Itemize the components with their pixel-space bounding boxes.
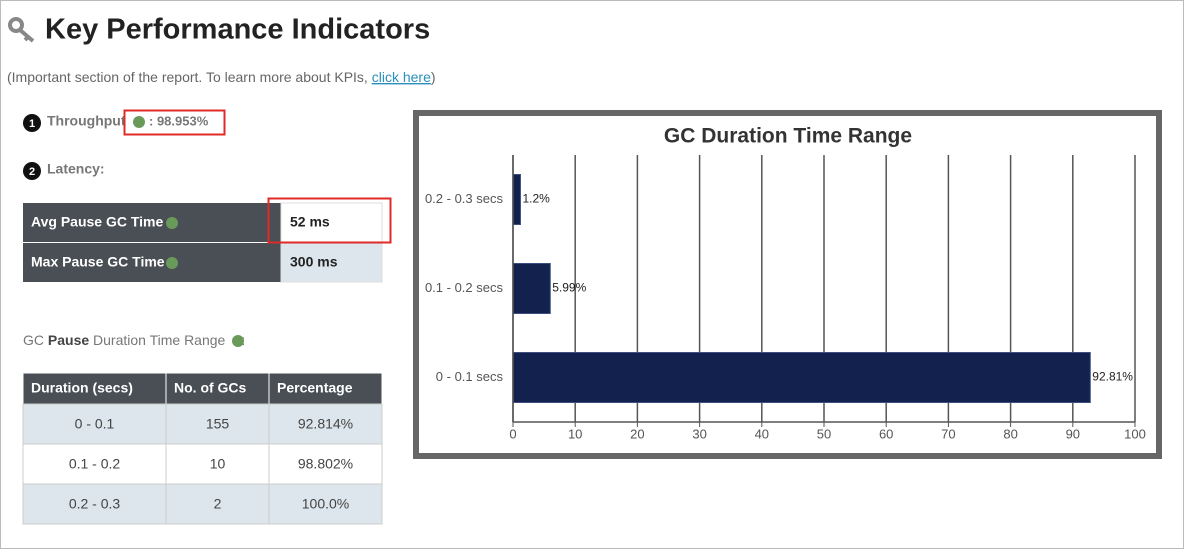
row-label: Avg Pause GC Time xyxy=(31,214,163,230)
value-label: 92.81% xyxy=(1092,370,1133,384)
column-title: Percentage xyxy=(277,380,353,396)
step-badge xyxy=(23,114,41,132)
cell-text: 0 - 0.1 xyxy=(75,416,115,432)
cell-text: 98.802% xyxy=(298,456,353,472)
page-title: Key Performance Indicators xyxy=(45,14,430,46)
key-icon xyxy=(8,17,35,43)
highlight-box xyxy=(267,197,392,244)
intro: (Important section of the report. To lea… xyxy=(7,69,436,85)
chart: 0 10 20 30 40 50 60 70 80 90 100 0.2 - 0.3 secs 1.2%… xyxy=(425,155,1146,441)
header-cell xyxy=(23,243,281,282)
table-cell xyxy=(165,443,270,485)
x-tick-label: 30 xyxy=(692,426,706,441)
cell-text: 92.814% xyxy=(298,416,353,432)
table-cell xyxy=(268,443,383,485)
intro-end: ) xyxy=(431,69,436,85)
help-icon xyxy=(166,217,178,229)
column-header xyxy=(268,372,383,405)
row-label: Max Pause GC Time xyxy=(31,254,165,270)
cell-text: 155 xyxy=(206,416,230,432)
x-tick-label: 0 xyxy=(509,426,516,441)
x-tick-label: 10 xyxy=(568,426,582,441)
bar xyxy=(512,174,521,225)
row-value: 52 ms xyxy=(290,214,330,230)
column-title: No. of GCs xyxy=(174,380,247,396)
table-cell xyxy=(268,483,383,525)
cell-text: 2 xyxy=(214,496,222,512)
help-icon[interactable] xyxy=(133,116,145,128)
x-tick-label: 60 xyxy=(879,426,893,441)
throughput-label: Throughput xyxy=(47,113,126,129)
chart-title: GC Duration Time Range xyxy=(664,125,912,148)
highlight-box xyxy=(123,109,226,136)
table-cell xyxy=(22,483,167,525)
kpi-link[interactable]: click here xyxy=(372,69,431,85)
step-badge xyxy=(23,162,41,180)
caption-part: GC xyxy=(23,332,44,348)
cell-text: 100.0% xyxy=(302,496,349,512)
x-tick-label: 90 xyxy=(1066,426,1080,441)
bar xyxy=(512,352,1091,403)
value-label: 1.2% xyxy=(522,192,550,206)
table-cell xyxy=(22,443,167,485)
table-cell xyxy=(268,403,383,445)
intro-text: (Important section of the report. To lea… xyxy=(7,69,368,85)
x-tick-label: 40 xyxy=(755,426,769,441)
y-tick-label: 0 - 0.1 secs xyxy=(436,369,504,384)
column-header xyxy=(165,372,270,405)
value-label: 5.99% xyxy=(552,281,586,295)
header-cell xyxy=(23,203,281,242)
help-icon[interactable] xyxy=(232,335,244,347)
cell-text: 0.2 - 0.3 xyxy=(69,496,121,512)
help-icon xyxy=(166,257,178,269)
caption-part: Duration Time Range xyxy=(93,332,226,348)
tables: Avg Pause GC Time 52 ms Max Pause GC Time 3… xyxy=(22,202,383,525)
table-cell xyxy=(165,483,270,525)
step-number: 1 xyxy=(29,118,35,130)
cell-text: 10 xyxy=(210,456,226,472)
value-cell xyxy=(280,242,383,283)
column-title: Duration (secs) xyxy=(31,380,133,396)
pause-caption: GC Pause Duration Time Range: xyxy=(23,332,245,348)
latency-label: Latency: xyxy=(47,161,105,177)
x-tick-label: 80 xyxy=(1003,426,1017,441)
y-tick-label: 0.2 - 0.3 secs xyxy=(425,191,504,206)
x-tick-label: 100 xyxy=(1124,426,1146,441)
table-cell xyxy=(165,403,270,445)
cell-text: 0.1 - 0.2 xyxy=(69,456,121,472)
table-cell xyxy=(22,403,167,445)
x-tick-label: 70 xyxy=(941,426,955,441)
bar xyxy=(512,263,551,314)
caption-part: Pause xyxy=(48,332,89,348)
y-tick-label: 0.1 - 0.2 secs xyxy=(425,280,504,295)
x-tick-label: 50 xyxy=(817,426,831,441)
value-cell xyxy=(280,202,383,243)
x-tick-label: 20 xyxy=(630,426,644,441)
row-value: 300 ms xyxy=(290,254,338,270)
step-number: 2 xyxy=(29,166,35,178)
throughput-value: : 98.953% xyxy=(149,113,209,128)
